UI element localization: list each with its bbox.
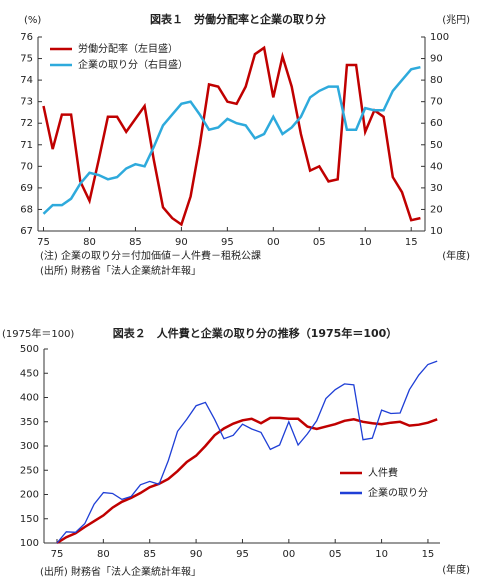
series-line bbox=[42, 65, 421, 215]
y-tick-label: 69 bbox=[20, 183, 33, 194]
x-tick-label: 15 bbox=[422, 549, 435, 560]
y-tick-label: 250 bbox=[20, 465, 39, 476]
x-tick-label: 90 bbox=[190, 549, 203, 560]
y-tick-label: 72 bbox=[20, 118, 33, 129]
x-tick-label: 15 bbox=[405, 237, 418, 248]
y2-tick-label: 90 bbox=[430, 54, 443, 65]
y2-tick-label: 100 bbox=[430, 32, 449, 43]
y-tick-label: 76 bbox=[20, 32, 33, 43]
x-tick-label: 85 bbox=[143, 549, 156, 560]
y-tick-label: 73 bbox=[20, 97, 33, 108]
x-tick-label: 75 bbox=[37, 237, 50, 248]
x-tick-label: 80 bbox=[83, 237, 96, 248]
series-line bbox=[42, 45, 421, 227]
y-tick-label: 450 bbox=[20, 368, 39, 379]
y2-tick-label: 30 bbox=[430, 183, 443, 194]
y2-tick-label: 10 bbox=[430, 226, 443, 237]
y2-tick-label: 40 bbox=[430, 161, 443, 172]
y-tick-label: 68 bbox=[20, 204, 33, 215]
y-tick-label: 100 bbox=[20, 538, 39, 549]
y-tick-label: 350 bbox=[20, 417, 39, 428]
y2-tick-label: 80 bbox=[430, 75, 443, 86]
legend-label: 企業の取り分 bbox=[368, 486, 428, 499]
legend-label: 労働分配率（左目盛） bbox=[78, 42, 178, 55]
y2-tick-label: 70 bbox=[430, 97, 443, 108]
y-tick-label: 500 bbox=[20, 344, 39, 355]
x-tick-label: 05 bbox=[329, 549, 342, 560]
series-line bbox=[56, 416, 438, 545]
y-tick-label: 200 bbox=[20, 490, 39, 501]
y2-tick-label: 20 bbox=[430, 204, 443, 215]
chart-title: 図表２ 人件費と企業の取り分の推移（1975年＝100） bbox=[113, 326, 398, 340]
y-tick-label: 67 bbox=[20, 226, 33, 237]
x-tick-label: 00 bbox=[267, 237, 280, 248]
x-tick-label: 05 bbox=[313, 237, 326, 248]
note: (出所) 財務省「法人企業統計年報」 bbox=[40, 264, 201, 277]
y2-axis-label: (兆円) bbox=[442, 14, 470, 26]
legend-label: 企業の取り分（右目盛） bbox=[78, 58, 188, 71]
legend-label: 人件費 bbox=[368, 466, 398, 479]
y-axis-label: (1975年＝100) bbox=[2, 327, 74, 340]
y-tick-label: 150 bbox=[20, 514, 39, 525]
x-tick-label: 00 bbox=[282, 549, 295, 560]
x-tick-label: 95 bbox=[221, 237, 234, 248]
y-tick-label: 70 bbox=[20, 161, 33, 172]
series-line bbox=[56, 360, 438, 544]
x-tick-label: 75 bbox=[51, 549, 64, 560]
x-axis-label: (年度) bbox=[442, 563, 470, 576]
x-tick-label: 80 bbox=[97, 549, 110, 560]
y-tick-label: 71 bbox=[20, 140, 33, 151]
x-tick-label: 95 bbox=[236, 549, 249, 560]
note: (注) 企業の取り分＝付加価値－人件費－租税公課 bbox=[40, 249, 261, 262]
y2-tick-label: 60 bbox=[430, 118, 443, 129]
x-tick-label: 85 bbox=[129, 237, 142, 248]
y-tick-label: 300 bbox=[20, 441, 39, 452]
x-axis-label: (年度) bbox=[442, 249, 470, 262]
x-tick-label: 10 bbox=[359, 237, 372, 248]
y-axis-label: (%) bbox=[24, 15, 41, 26]
x-tick-label: 90 bbox=[175, 237, 188, 248]
y2-tick-label: 50 bbox=[430, 140, 443, 151]
chart-title: 図表１ 労働分配率と企業の取り分 bbox=[150, 12, 326, 26]
y-tick-label: 74 bbox=[20, 75, 33, 86]
note: (出所) 財務省「法人企業統計年報」 bbox=[40, 565, 201, 578]
x-tick-label: 10 bbox=[375, 549, 388, 560]
y-tick-label: 400 bbox=[20, 393, 39, 404]
y-tick-label: 75 bbox=[20, 54, 33, 65]
